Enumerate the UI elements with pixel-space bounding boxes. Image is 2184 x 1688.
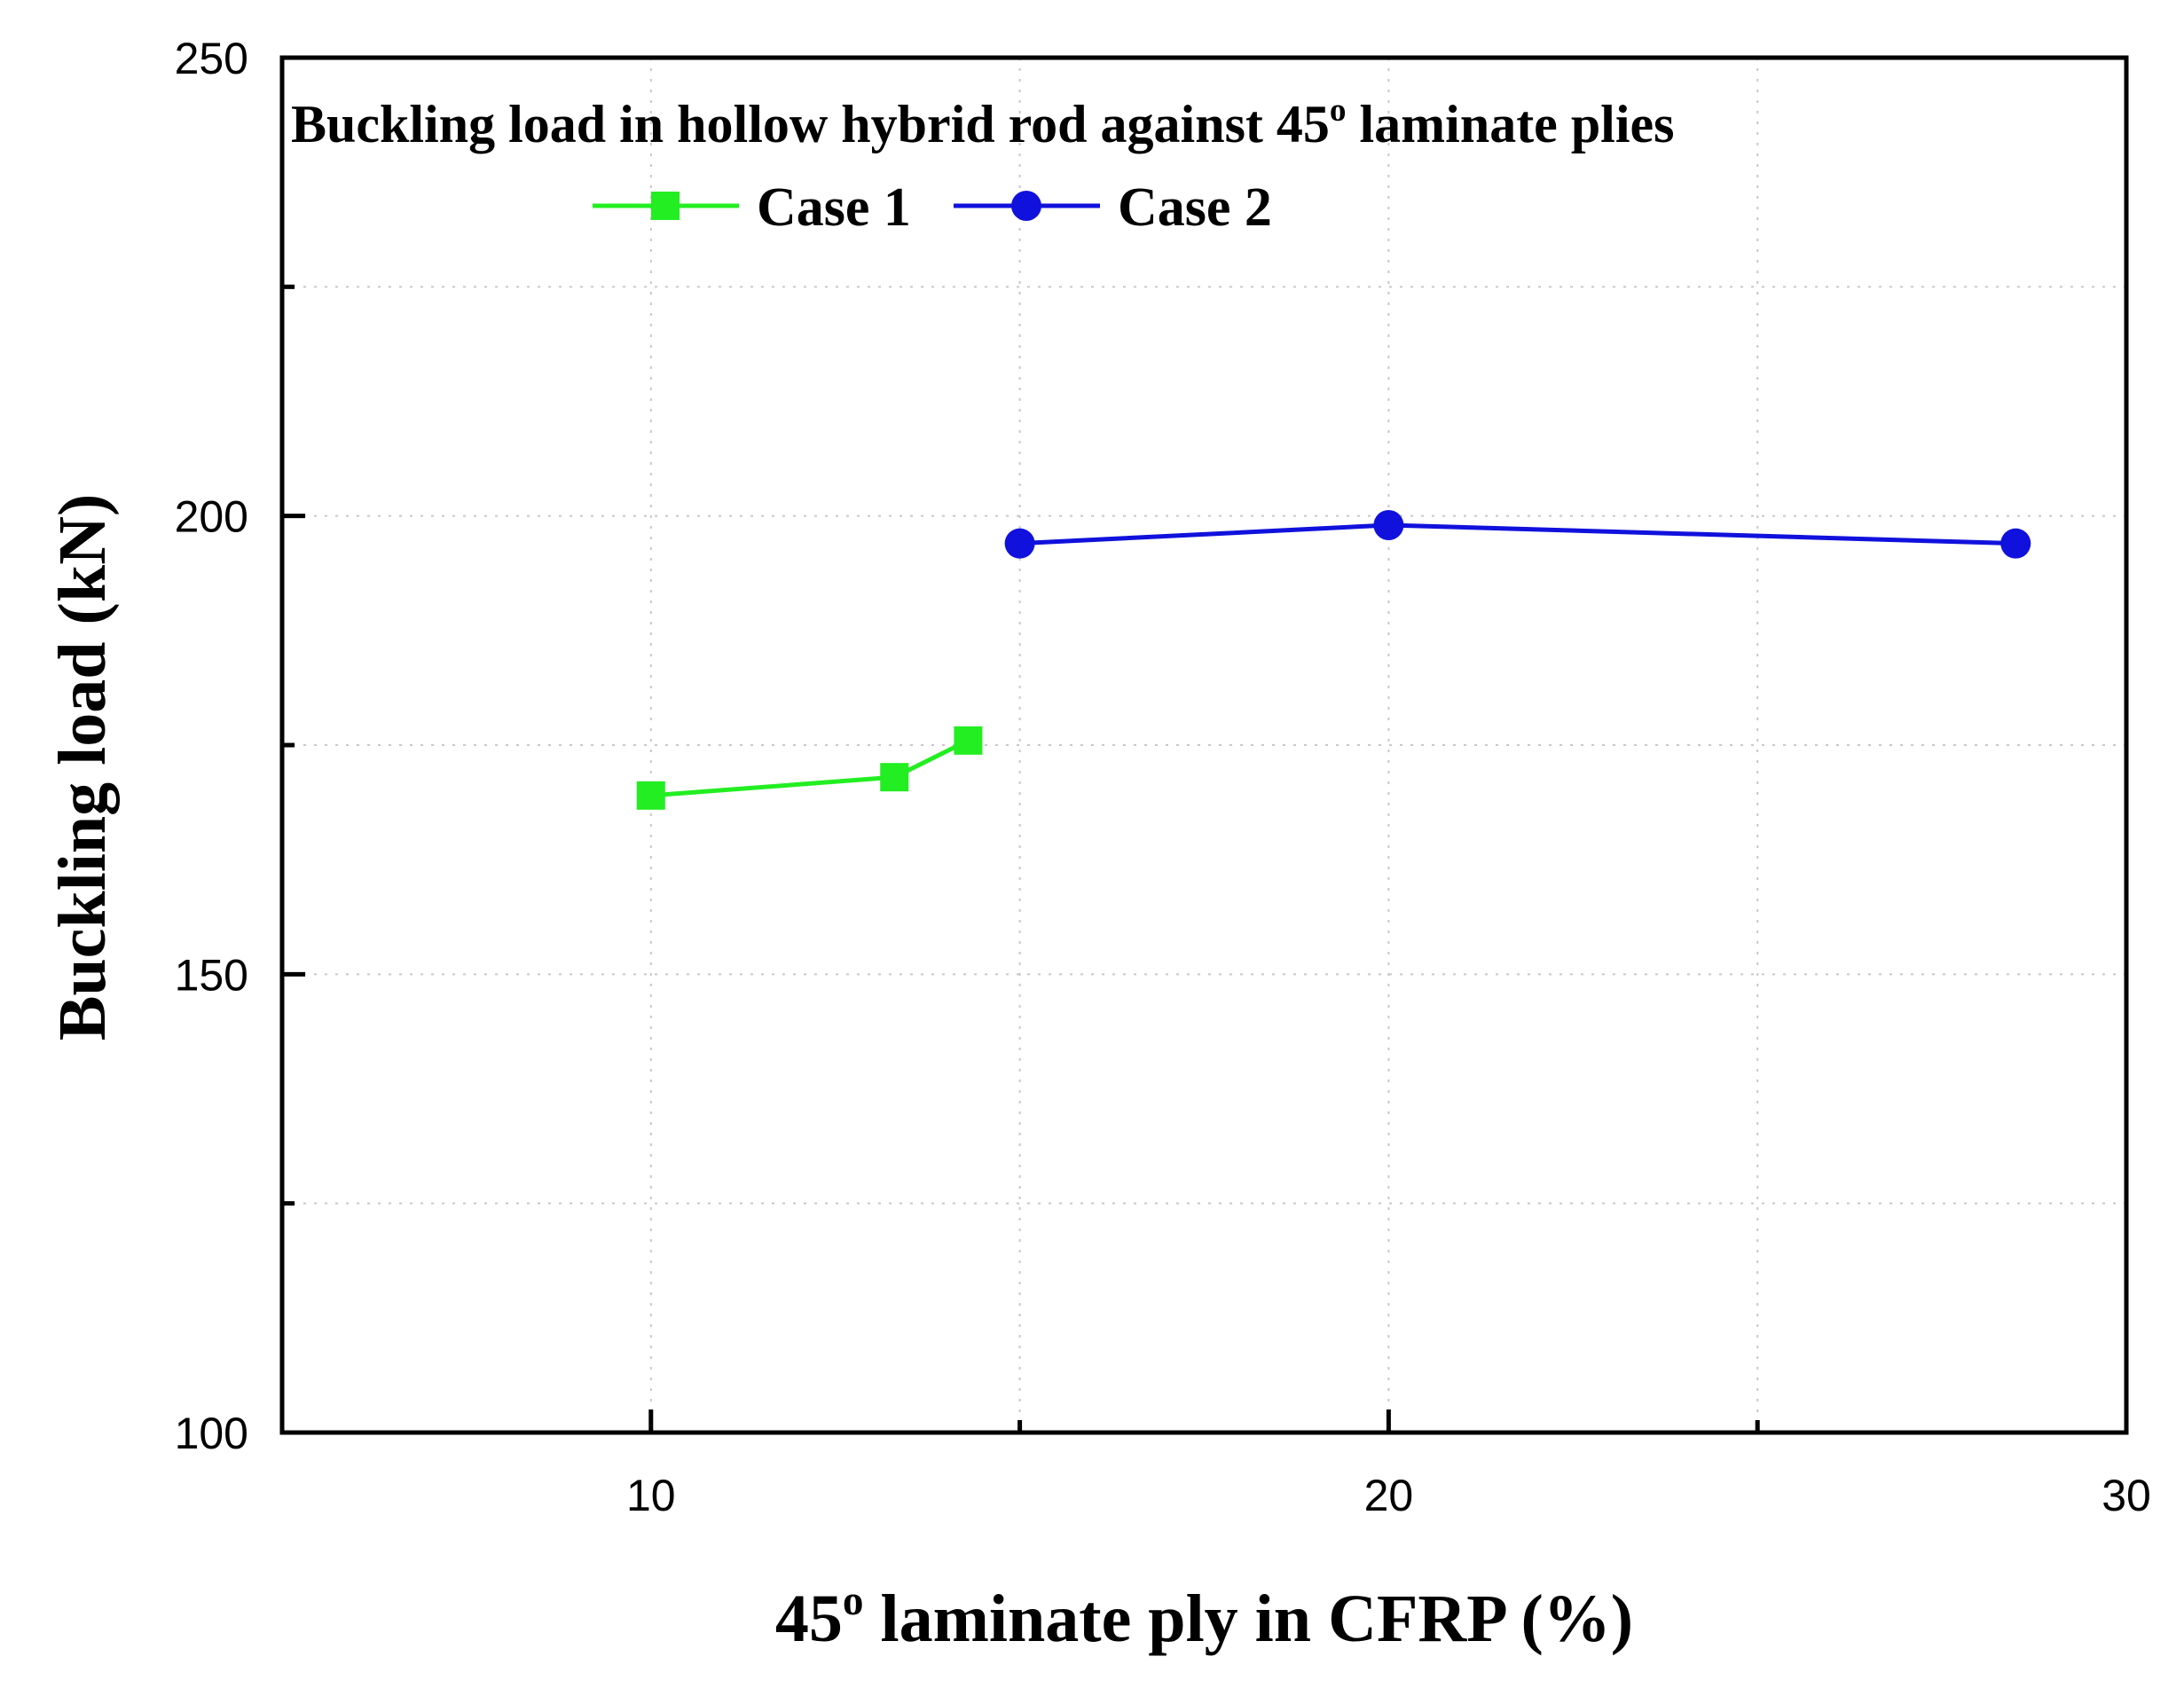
y-tick-label: 250 (175, 34, 248, 83)
series-2 (1004, 510, 2031, 559)
legend: Case 1 Case 2 (593, 177, 1272, 238)
grid-layer (282, 58, 2126, 1433)
data-point-circle (1373, 510, 1404, 540)
data-point-circle (2000, 528, 2031, 559)
data-point-square (880, 763, 909, 792)
y-tick-label: 200 (175, 492, 248, 542)
y-tick-label: 100 (175, 1409, 248, 1458)
data-point-square (954, 726, 983, 755)
tick-layer: 10 20 30 100 150 200 250 (175, 34, 2151, 1520)
series-line (650, 738, 970, 798)
x-axis-title-main: 45 (775, 1582, 843, 1656)
data-point-circle (1004, 528, 1035, 559)
legend-label: Case 2 (1118, 177, 1272, 238)
y-tick-label: 150 (175, 950, 248, 1000)
series-layer (636, 510, 2031, 810)
series-1 (636, 726, 983, 810)
legend-item-2: Case 2 (954, 177, 1272, 238)
x-axis-title: 45o laminate ply in CFRP (%) (775, 1578, 1633, 1656)
legend-marker-square (651, 192, 680, 220)
x-tick-label: 10 (626, 1471, 676, 1520)
plot-frame (279, 55, 2129, 1435)
chart-title-main: Buckling load in hollow hybrid rod again… (291, 95, 1330, 153)
series-line (1019, 522, 2016, 546)
x-axis-title-rest: laminate ply in CFRP (%) (863, 1582, 1633, 1656)
chart-title: Buckling load in hollow hybrid rod again… (291, 92, 1675, 153)
x-tick-label: 20 (1364, 1471, 1414, 1520)
x-tick-label: 30 (2102, 1471, 2151, 1520)
chart-title-superscript: o (1330, 92, 1347, 129)
legend-item-1: Case 1 (593, 177, 911, 238)
x-axis-title-superscript: o (843, 1578, 864, 1624)
chart-title-rest: laminate plies (1347, 95, 1675, 153)
legend-marker-circle (1011, 191, 1041, 221)
y-axis-title: Buckling load (kN) (45, 494, 120, 1041)
data-point-square (636, 781, 665, 810)
legend-label: Case 1 (757, 177, 911, 238)
